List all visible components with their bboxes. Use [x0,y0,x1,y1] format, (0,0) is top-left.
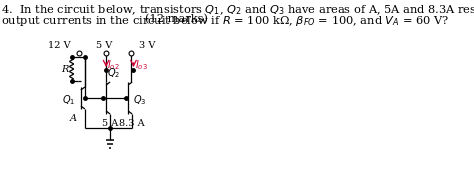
Text: 5 V: 5 V [96,41,112,50]
Text: $Q_1$: $Q_1$ [62,93,75,107]
Text: (12 marks): (12 marks) [145,14,208,24]
Text: 8.3 A: 8.3 A [119,119,145,128]
Text: A: A [70,114,76,123]
Text: 12 V: 12 V [48,41,70,50]
Text: output currents in the circuit below if $R$ = 100 kΩ, $\beta_{FO}$ = 100, and $V: output currents in the circuit below if … [1,14,449,28]
Text: R: R [61,65,68,74]
Text: $I_{o3}$: $I_{o3}$ [135,58,147,72]
Text: 5 A: 5 A [102,119,118,128]
Text: 4.  In the circuit below, transistors $Q_1$, $Q_2$ and $Q_3$ have areas of A, 5A: 4. In the circuit below, transistors $Q_… [1,2,474,17]
Text: 3 V: 3 V [139,41,155,50]
Text: $Q_2$: $Q_2$ [107,66,120,80]
Text: $I_{o2}$: $I_{o2}$ [108,58,120,72]
Text: $Q_3$: $Q_3$ [134,93,147,107]
